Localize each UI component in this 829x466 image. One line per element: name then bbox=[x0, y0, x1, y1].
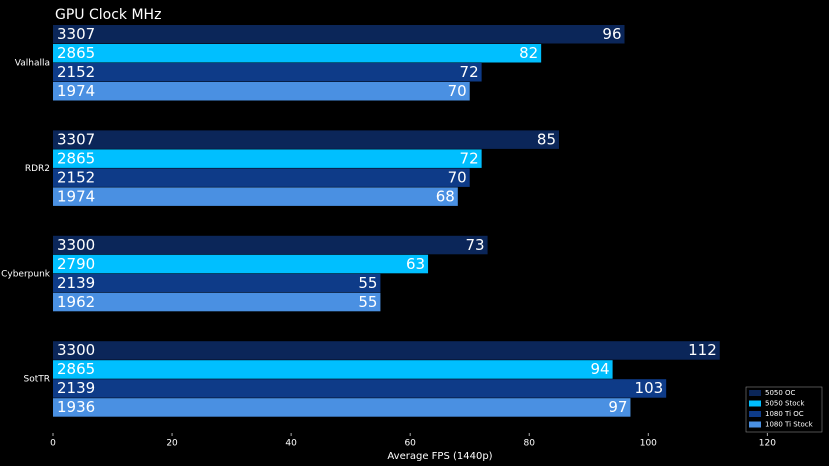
clock-label: 2152 bbox=[57, 63, 95, 81]
category-label: RDR2 bbox=[25, 164, 50, 174]
bar bbox=[53, 254, 429, 274]
legend-label: 1080 Ti OC bbox=[765, 410, 804, 418]
clock-label: 3300 bbox=[57, 341, 95, 359]
clock-label: 3307 bbox=[57, 130, 95, 148]
category-label: Valhalla bbox=[15, 59, 50, 69]
x-tick-label: 80 bbox=[524, 439, 536, 449]
bar bbox=[53, 273, 381, 293]
bar bbox=[53, 379, 667, 398]
clock-label: 1974 bbox=[57, 82, 95, 100]
value-label: 94 bbox=[591, 360, 610, 378]
bar bbox=[53, 82, 470, 101]
value-label: 112 bbox=[688, 341, 717, 359]
clock-label: 2865 bbox=[57, 149, 95, 167]
x-axis-label: Average FPS (1440p) bbox=[387, 451, 492, 462]
bar bbox=[53, 341, 720, 360]
value-label: 96 bbox=[602, 25, 621, 43]
value-label: 70 bbox=[448, 168, 467, 186]
bar bbox=[53, 235, 488, 255]
clock-label: 2152 bbox=[57, 168, 95, 186]
clock-label: 3300 bbox=[57, 236, 95, 254]
clock-label: 1974 bbox=[57, 187, 95, 205]
value-label: 68 bbox=[436, 187, 455, 205]
legend-swatch bbox=[749, 400, 761, 407]
bar bbox=[53, 168, 470, 187]
x-tick-label: 0 bbox=[50, 439, 56, 449]
legend-swatch bbox=[749, 421, 761, 428]
legend-label: 5050 Stock bbox=[765, 400, 805, 408]
value-label: 55 bbox=[358, 293, 377, 311]
bar bbox=[53, 292, 381, 312]
legend-label: 5050 OC bbox=[765, 389, 796, 397]
value-label: 72 bbox=[460, 63, 479, 81]
clock-label: 2865 bbox=[57, 44, 95, 62]
value-label: 103 bbox=[635, 379, 664, 397]
value-label: 97 bbox=[608, 398, 627, 416]
x-tick-label: 60 bbox=[404, 439, 416, 449]
value-label: 55 bbox=[358, 274, 377, 292]
clock-label: 3307 bbox=[57, 25, 95, 43]
bar bbox=[53, 187, 458, 206]
bar bbox=[53, 360, 613, 379]
clock-label: 1936 bbox=[57, 398, 95, 416]
clock-label: 2865 bbox=[57, 360, 95, 378]
bar bbox=[53, 25, 625, 44]
x-tick-label: 100 bbox=[640, 439, 657, 449]
bar bbox=[53, 130, 560, 149]
clock-label: 2790 bbox=[57, 255, 95, 273]
category-label: Cyberpunk bbox=[1, 269, 51, 279]
bar bbox=[53, 149, 482, 168]
legend: 5050 OC 5050 Stock 1080 Ti OC 1080 Ti Stock bbox=[745, 386, 823, 433]
x-tick-label: 40 bbox=[285, 439, 297, 449]
value-label: 82 bbox=[519, 44, 538, 62]
legend-swatch bbox=[749, 390, 761, 396]
x-tick-label: 120 bbox=[759, 439, 776, 449]
category-label: SotTR bbox=[24, 375, 51, 385]
bar bbox=[53, 398, 631, 417]
legend-swatch bbox=[749, 411, 761, 417]
bar bbox=[53, 63, 482, 82]
clock-label: 2139 bbox=[57, 274, 95, 292]
x-tick-label: 20 bbox=[166, 439, 178, 449]
value-label: 72 bbox=[460, 149, 479, 167]
clock-label: 2139 bbox=[57, 379, 95, 397]
legend-label: 1080 Ti Stock bbox=[765, 421, 814, 429]
bar bbox=[53, 44, 542, 63]
value-label: 85 bbox=[537, 130, 556, 148]
value-label: 70 bbox=[448, 82, 467, 100]
chart-title: GPU Clock MHz bbox=[55, 7, 161, 23]
value-label: 73 bbox=[465, 236, 484, 254]
clock-label: 1962 bbox=[57, 293, 95, 311]
value-label: 63 bbox=[406, 255, 425, 273]
